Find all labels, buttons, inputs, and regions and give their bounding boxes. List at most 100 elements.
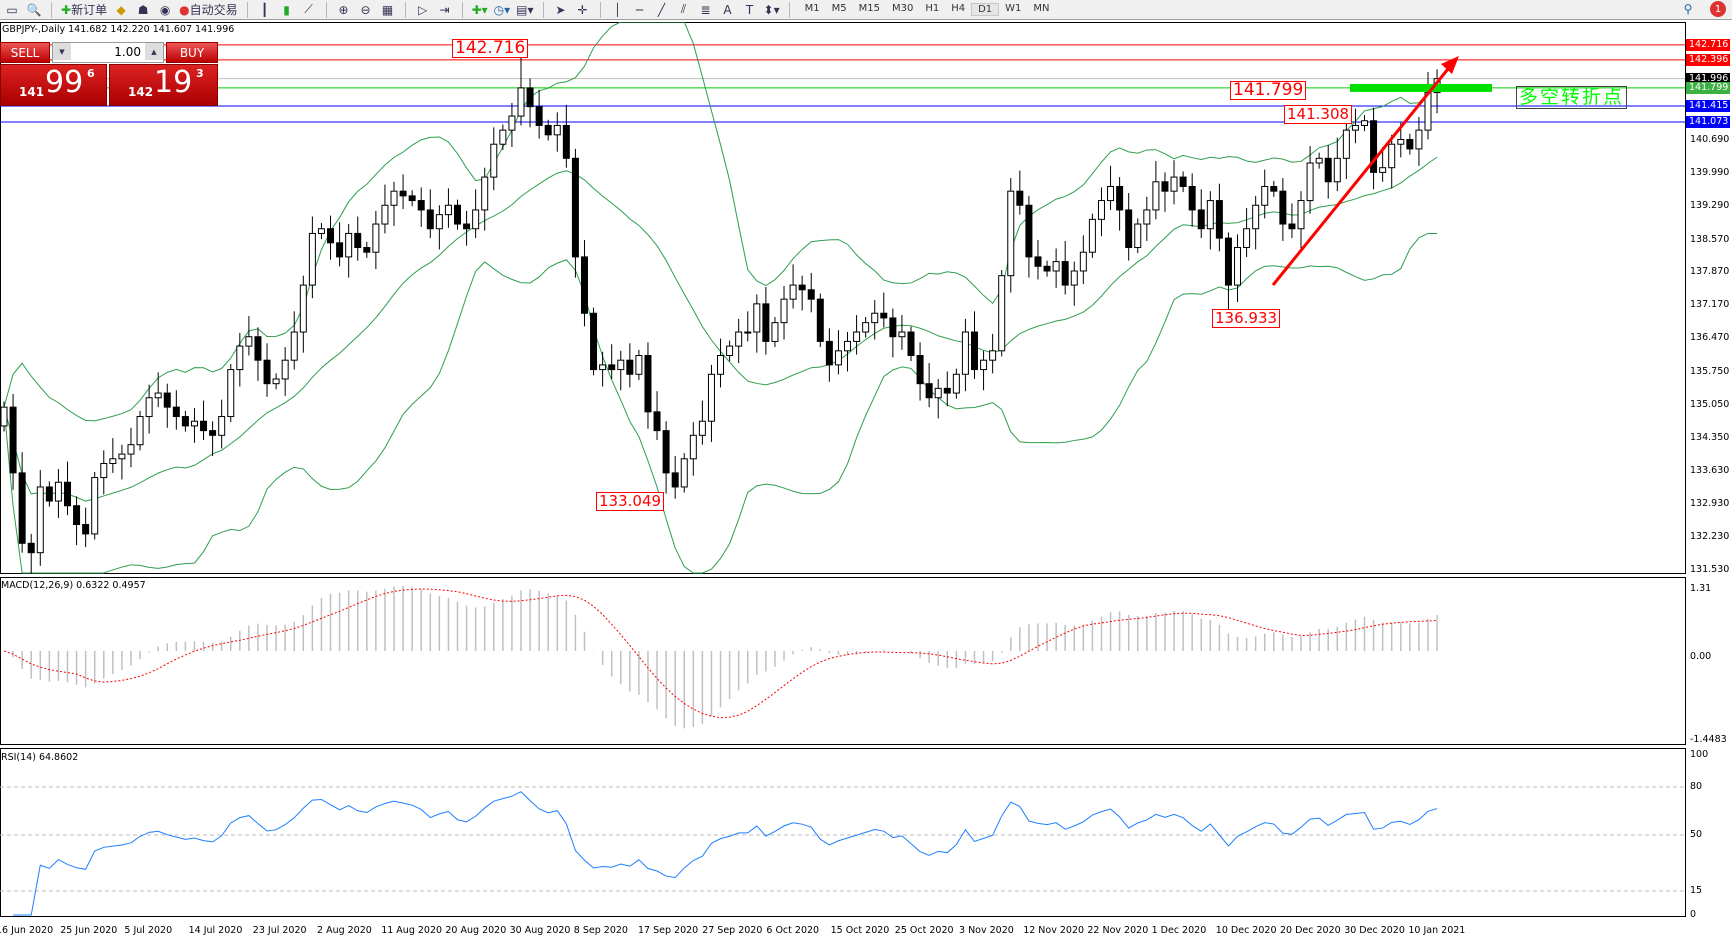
- candle-body: [127, 444, 135, 455]
- new-order-button[interactable]: ✚ 新订单: [61, 2, 107, 18]
- candle-body: [1224, 237, 1232, 286]
- price-chart[interactable]: [0, 22, 1732, 938]
- candle-body: [580, 256, 588, 314]
- separator: [51, 1, 52, 18]
- candle-body: [100, 462, 108, 479]
- candle-body: [73, 505, 81, 526]
- timeframe-m5[interactable]: M5: [831, 3, 847, 14]
- date-tick: 3 Nov 2020: [959, 925, 1014, 936]
- price-line-label: 141.799: [1686, 81, 1730, 94]
- crosshair-icon[interactable]: ✛: [577, 2, 588, 17]
- low-price-label-136933[interactable]: 136.933: [1212, 309, 1281, 328]
- signal-icon[interactable]: ◉: [159, 2, 171, 17]
- buy-button[interactable]: BUY: [166, 42, 218, 63]
- candle-body: [662, 430, 670, 474]
- horizontal-line-icon[interactable]: ─: [635, 2, 644, 17]
- candle-body: [726, 345, 734, 357]
- timeframe-h1[interactable]: H1: [925, 3, 940, 14]
- level-label-141308[interactable]: 141.308: [1284, 105, 1353, 124]
- price-tick: 137.170: [1690, 299, 1730, 311]
- file-icon[interactable]: ▭: [6, 2, 18, 17]
- macd-tick: -1.4483: [1690, 734, 1727, 745]
- candle-body: [1025, 204, 1033, 258]
- zoom-out-icon[interactable]: ⊖: [360, 2, 371, 17]
- timeframe-h4[interactable]: H4: [951, 3, 966, 14]
- line-chart-icon[interactable]: ⟋: [304, 2, 313, 16]
- candle-body: [254, 336, 262, 361]
- text-label-icon[interactable]: T: [745, 2, 754, 17]
- candle-body: [299, 284, 307, 333]
- bollinger-lower: [3, 232, 1438, 574]
- periods-clock-icon[interactable]: ◷▾: [493, 2, 511, 17]
- chart-shift-icon[interactable]: ⇥: [439, 2, 450, 17]
- timeframe-d1[interactable]: D1: [971, 3, 1000, 16]
- fibonacci-icon[interactable]: ≣: [700, 2, 711, 17]
- templates-icon[interactable]: ▤▾: [516, 2, 534, 17]
- candle-body: [816, 298, 824, 342]
- candle-body: [1288, 223, 1296, 230]
- candle-body: [118, 453, 126, 460]
- candlestick-icon[interactable]: ▮: [283, 2, 290, 17]
- cursor-icon[interactable]: ➤: [555, 2, 566, 17]
- timeframe-mn[interactable]: MN: [1033, 3, 1050, 14]
- rsi-tick: 80: [1690, 781, 1703, 792]
- date-tick: 12 Nov 2020: [1023, 925, 1085, 936]
- sell-price-button[interactable]: 141 99 6: [0, 64, 107, 106]
- notification-badge[interactable]: 1: [1710, 1, 1726, 17]
- candle-body: [399, 190, 407, 197]
- bar-chart-icon[interactable]: ┃: [260, 2, 269, 17]
- price-tick: 136.470: [1690, 332, 1730, 344]
- candle-body: [807, 289, 815, 300]
- date-tick: 8 Sep 2020: [573, 925, 628, 936]
- date-tick: 2 Aug 2020: [317, 925, 372, 936]
- text-icon[interactable]: A: [723, 2, 732, 17]
- fibonacci-channel-icon[interactable]: ⫽: [680, 2, 687, 16]
- lot-increase-icon[interactable]: ▲: [145, 43, 163, 60]
- price-tick: 135.050: [1690, 398, 1730, 410]
- search-icon[interactable]: ⚲: [1683, 2, 1693, 16]
- candle-body: [1107, 185, 1115, 202]
- lot-decrease-icon[interactable]: ▼: [53, 43, 71, 60]
- tile-windows-icon[interactable]: ▦: [381, 2, 394, 17]
- rsi-tick: 100: [1690, 749, 1709, 760]
- candle-body: [163, 392, 171, 408]
- candle-body: [535, 106, 543, 126]
- turning-point-note[interactable]: 多空转折点: [1516, 86, 1627, 109]
- candle-body: [753, 303, 761, 333]
- macd-tick: 1.31: [1690, 583, 1712, 594]
- navigator-icon[interactable]: ☗: [137, 2, 149, 17]
- auto-trading-button[interactable]: ● 自动交易: [179, 2, 238, 18]
- timeframe-w1[interactable]: W1: [1005, 3, 1022, 14]
- price-line-label: 141.996: [1686, 72, 1730, 85]
- sell-button[interactable]: SELL: [0, 42, 50, 63]
- timeframe-m1[interactable]: M1: [804, 3, 820, 14]
- market-watch-icon[interactable]: ◆: [116, 2, 126, 17]
- zoom-search-icon[interactable]: 🔍: [26, 2, 42, 17]
- high-price-label[interactable]: 142.716: [452, 39, 529, 58]
- candle-body: [408, 195, 416, 202]
- low-price-label-133049[interactable]: 133.049: [596, 492, 665, 511]
- indicators-icon[interactable]: ✚▾: [471, 2, 488, 17]
- candle-body: [1333, 157, 1341, 183]
- lot-size-input[interactable]: 1.00: [52, 42, 164, 63]
- candle-body: [245, 336, 253, 347]
- auto-scroll-icon[interactable]: ▷: [417, 2, 428, 17]
- timeframe-m15[interactable]: M15: [858, 3, 880, 14]
- zoom-in-icon[interactable]: ⊕: [338, 2, 349, 17]
- candle-body: [653, 411, 661, 432]
- level-label-141799[interactable]: 141.799: [1230, 81, 1307, 100]
- vertical-line-icon[interactable]: │: [613, 2, 622, 17]
- timeframe-m30[interactable]: M30: [891, 3, 914, 14]
- candle-body: [517, 87, 525, 117]
- candle-body: [626, 359, 634, 375]
- candle-body: [608, 364, 616, 371]
- buy-price-button[interactable]: 142 19 3: [109, 64, 218, 106]
- candle-body: [970, 331, 978, 371]
- candle-body: [916, 355, 924, 385]
- separator: [788, 1, 790, 18]
- price-tick: 132.930: [1690, 498, 1730, 510]
- candle-body: [1315, 157, 1323, 164]
- arrows-icon[interactable]: ⬍▾: [763, 2, 780, 17]
- trendline-icon[interactable]: ╱: [657, 2, 666, 17]
- candle-body: [1088, 218, 1096, 253]
